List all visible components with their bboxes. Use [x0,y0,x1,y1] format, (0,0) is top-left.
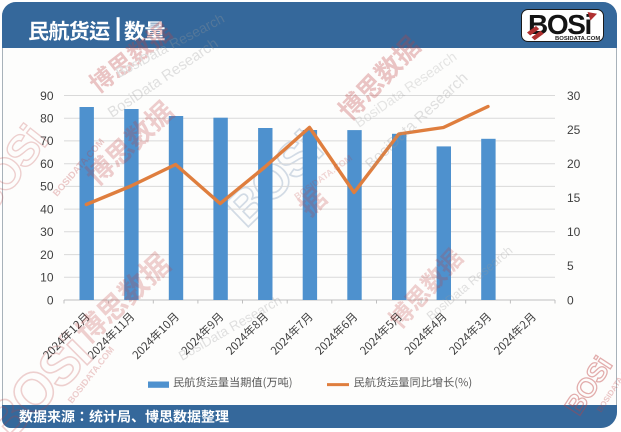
svg-text:BOSIDATA.COM: BOSIDATA.COM [555,36,600,42]
svg-text:10: 10 [567,225,581,239]
svg-text:0: 0 [47,293,54,307]
svg-text:20: 20 [567,157,581,171]
svg-text:50: 50 [40,180,54,194]
svg-text:30: 30 [567,89,581,103]
svg-text:40: 40 [40,202,54,216]
svg-text:20: 20 [40,248,54,262]
svg-text:25: 25 [567,123,581,137]
svg-text:90: 90 [40,89,54,103]
svg-text:30: 30 [40,225,54,239]
svg-text:0: 0 [567,293,574,307]
svg-text:80: 80 [40,112,54,126]
svg-text:15: 15 [567,191,581,205]
svg-text:5: 5 [567,259,574,273]
svg-text:60: 60 [40,157,54,171]
svg-text:10: 10 [40,271,54,285]
svg-text:70: 70 [40,134,54,148]
